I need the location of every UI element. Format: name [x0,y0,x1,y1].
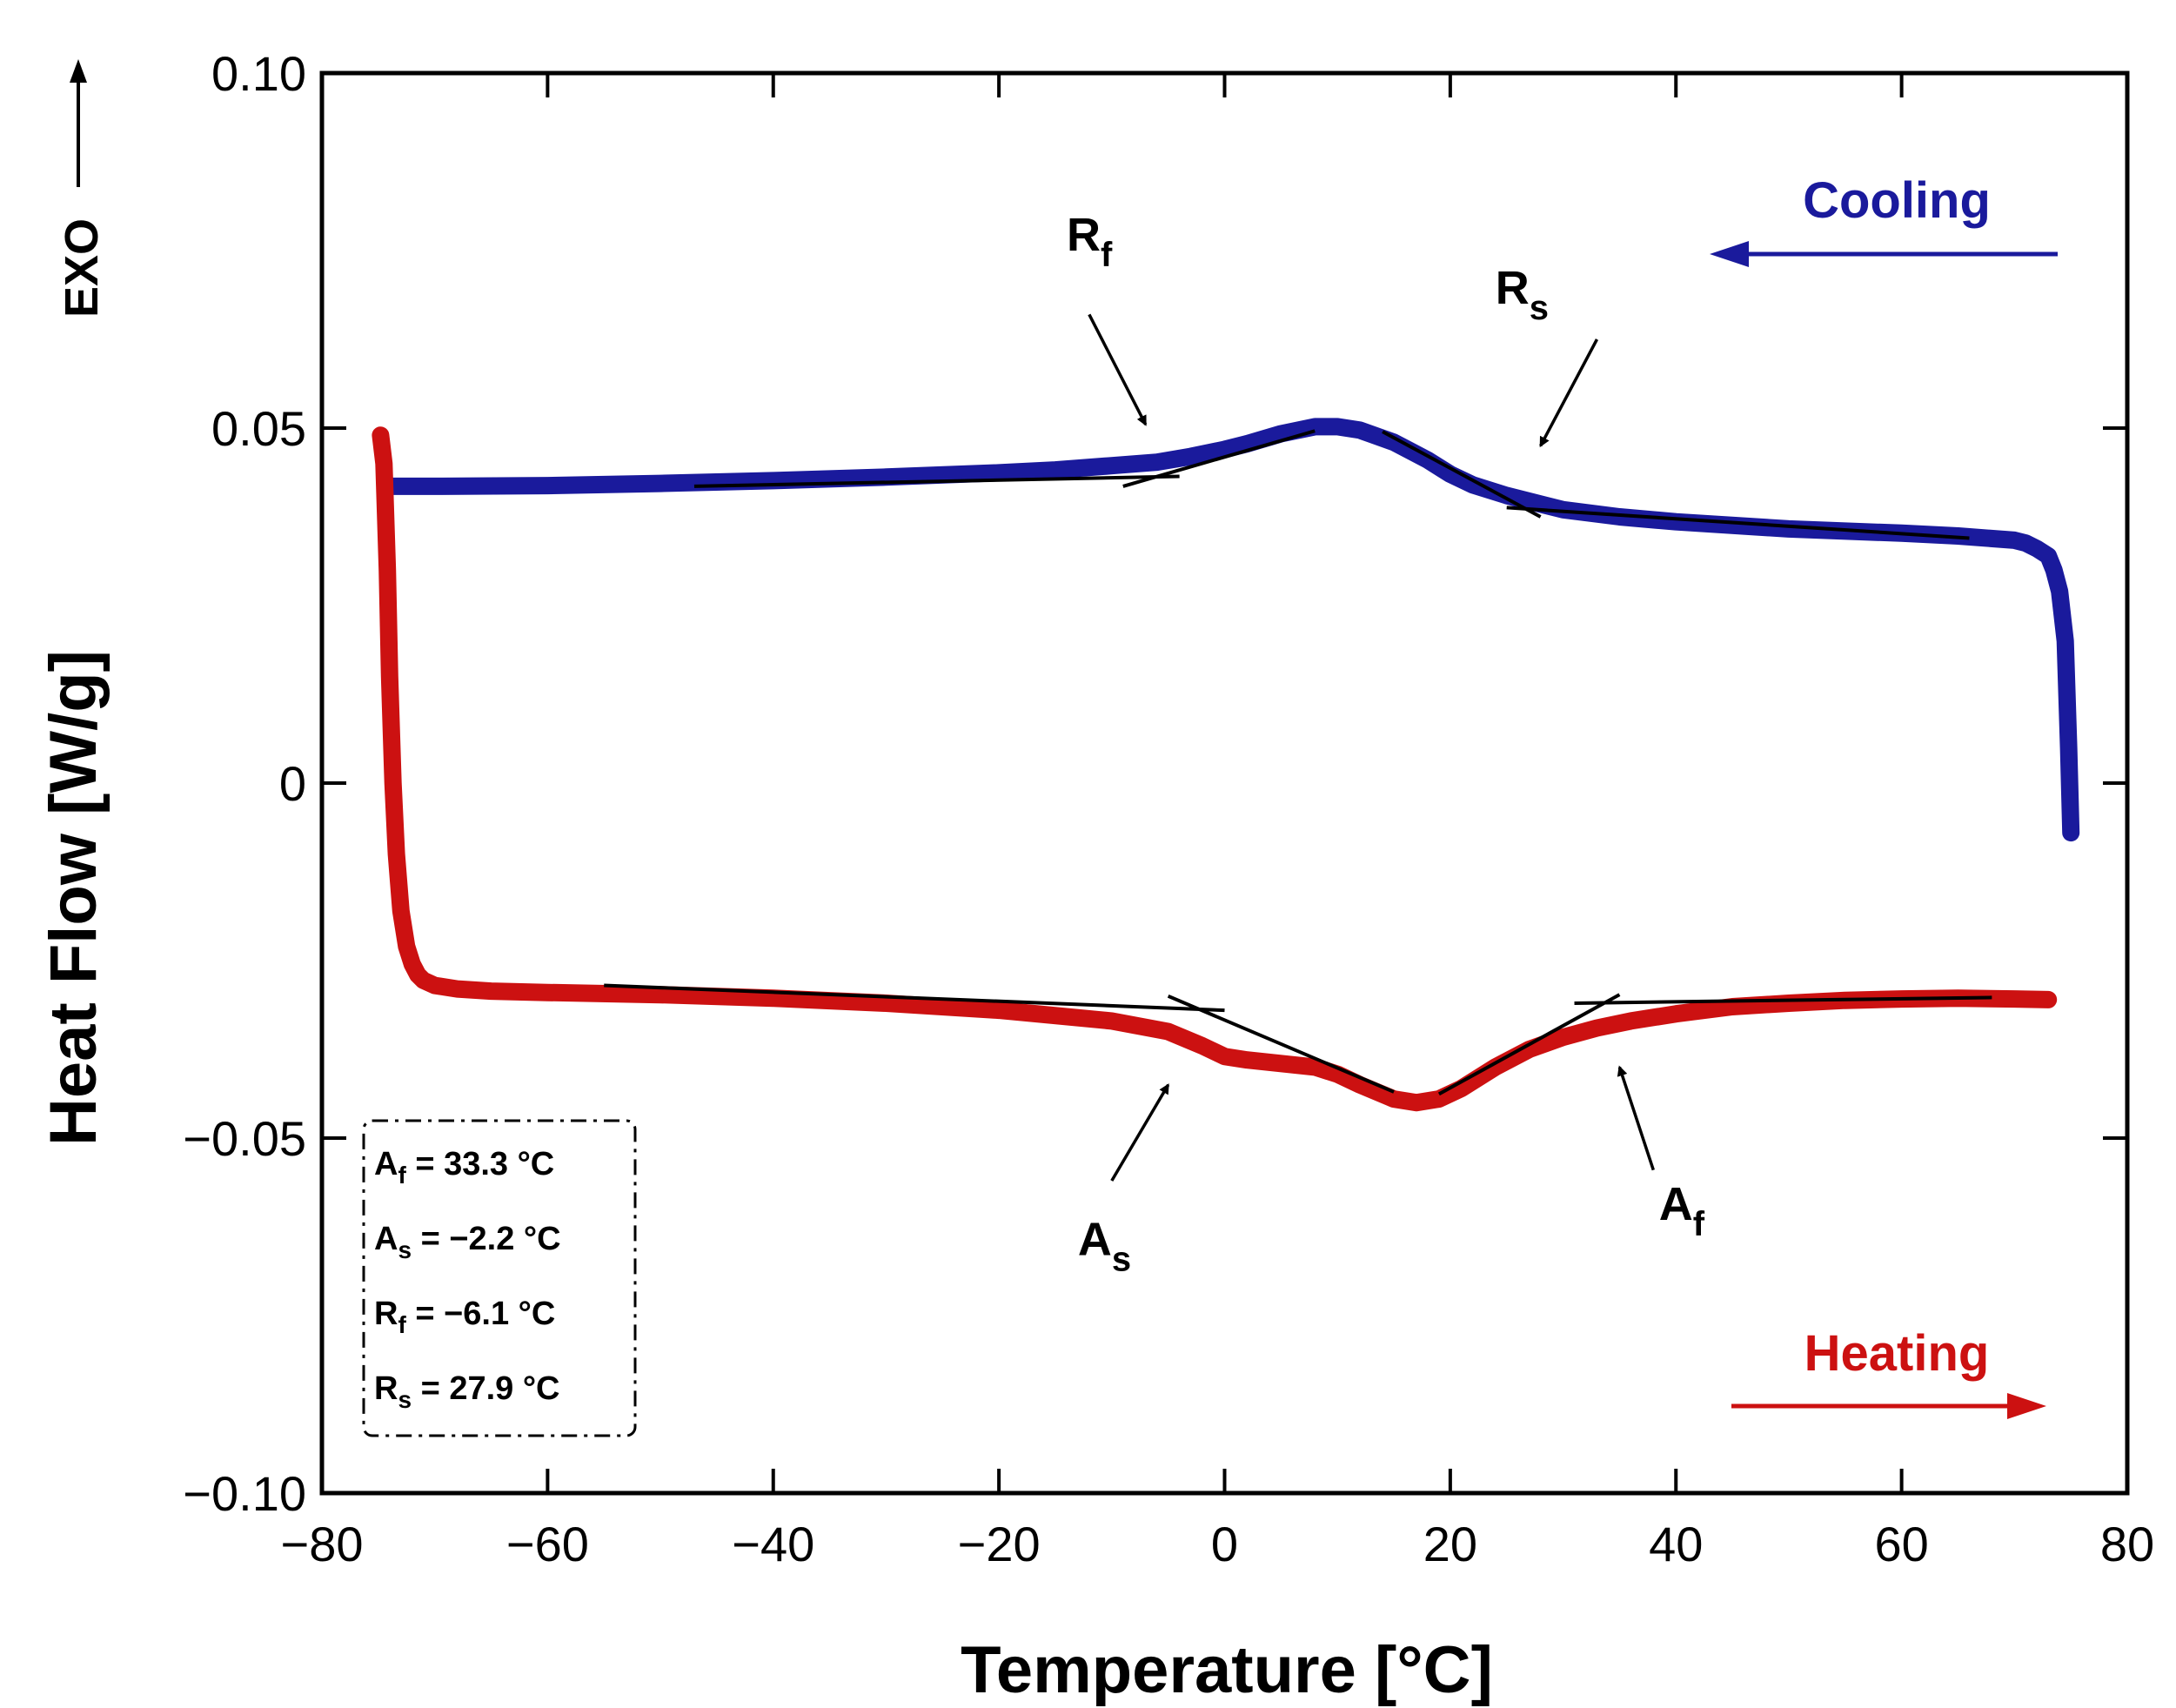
annotation-label-rf: Rf [1067,209,1113,274]
x-tick-label: 40 [1649,1517,1703,1571]
tangent-line [1382,430,1542,519]
exo-label: EXO [56,218,108,318]
exo-arrow-head [70,59,87,83]
legend-entry-as: As = −2.2 °C [374,1221,561,1263]
annotation-arrow-rf [1088,313,1148,426]
y-axis-title: Heat Flow [W/g] [37,650,110,1146]
direction-arrowhead-heating [2007,1393,2046,1419]
x-tick-label: 80 [2100,1517,2154,1571]
tangent-line [1574,995,1992,1005]
y-tick-label: 0.05 [211,401,306,456]
legend-entry-rf: Rf = −6.1 °C [374,1296,555,1338]
x-axis-title: Temperature [°C] [961,1633,1493,1707]
legend-entry-rs: Rs = 27.9 °C [374,1370,560,1413]
annotation-arrow-af [1617,1065,1655,1171]
x-tick-label: −20 [958,1517,1041,1571]
axis-ticks: −80 −60 −40 −20 0 20 40 60 80 0.10 0.05 0 −0.05 −0.10 [183,46,2154,1571]
tangent-line [1506,506,1970,540]
annotation-label-af: Af [1659,1178,1705,1243]
y-tick-label: 0 [279,756,306,811]
exo-indicator: EXO [56,59,108,318]
annotation-label-as: As [1078,1214,1131,1279]
tangent-line [693,474,1180,488]
legend-frame [362,1119,637,1437]
y-tick-label: 0.10 [211,46,306,101]
series-heating-curve [372,426,2058,1112]
tangent-line [604,983,1225,1013]
legend-entry-af: Af = 33.3 °C [374,1146,554,1189]
x-tick-label: 20 [1423,1517,1477,1571]
tangent-line [1437,993,1621,1096]
annotation-arrow-as [1110,1083,1170,1182]
tangent-line [1167,994,1395,1094]
legend-box: Af = 33.3 °C As = −2.2 °C Rf = −6.1 °C Rs =… [362,1119,637,1437]
x-tick-label: −80 [281,1517,364,1571]
x-tick-label: −60 [506,1517,589,1571]
annotation-arrow-rs [1539,338,1599,448]
x-tick-label: 60 [1874,1517,1928,1571]
data-layer: Rf Rs As Af Cooling Heating [372,172,2080,1419]
direction-label-cooling: Cooling [1803,172,1991,229]
x-tick-label: 0 [1211,1517,1238,1571]
tangent-line [1122,429,1316,488]
y-tick-label: −0.05 [183,1111,306,1166]
series-cooling-curve [377,418,2080,842]
annotation-label-rs: Rs [1496,262,1549,327]
direction-arrowhead-cooling [1710,241,1749,267]
y-tick-label: −0.10 [183,1466,306,1521]
x-tick-label: −40 [732,1517,814,1571]
direction-label-heating: Heating [1804,1325,1990,1382]
